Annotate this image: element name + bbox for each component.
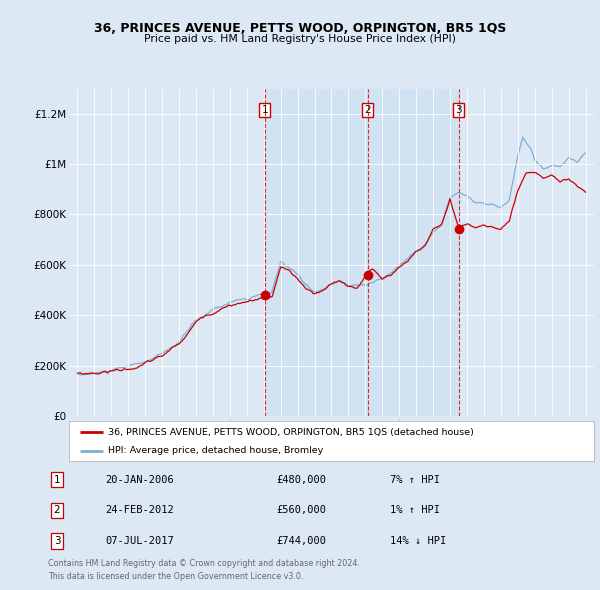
Text: 2: 2 bbox=[365, 105, 371, 115]
Text: £480,000: £480,000 bbox=[276, 475, 326, 484]
Text: 3: 3 bbox=[53, 536, 61, 546]
Text: £560,000: £560,000 bbox=[276, 506, 326, 515]
Text: 36, PRINCES AVENUE, PETTS WOOD, ORPINGTON, BR5 1QS (detached house): 36, PRINCES AVENUE, PETTS WOOD, ORPINGTO… bbox=[109, 428, 474, 437]
Text: 2: 2 bbox=[53, 506, 61, 515]
Text: 1: 1 bbox=[53, 475, 61, 484]
Text: Price paid vs. HM Land Registry's House Price Index (HPI): Price paid vs. HM Land Registry's House … bbox=[144, 34, 456, 44]
Text: 20-JAN-2006: 20-JAN-2006 bbox=[105, 475, 174, 484]
Text: HPI: Average price, detached house, Bromley: HPI: Average price, detached house, Brom… bbox=[109, 447, 323, 455]
Text: Contains HM Land Registry data © Crown copyright and database right 2024.: Contains HM Land Registry data © Crown c… bbox=[48, 559, 360, 568]
Text: 1% ↑ HPI: 1% ↑ HPI bbox=[390, 506, 440, 515]
Bar bbox=[265, 88, 459, 416]
Text: £744,000: £744,000 bbox=[276, 536, 326, 546]
Text: This data is licensed under the Open Government Licence v3.0.: This data is licensed under the Open Gov… bbox=[48, 572, 304, 581]
Text: 14% ↓ HPI: 14% ↓ HPI bbox=[390, 536, 446, 546]
Text: 07-JUL-2017: 07-JUL-2017 bbox=[105, 536, 174, 546]
Text: 7% ↑ HPI: 7% ↑ HPI bbox=[390, 475, 440, 484]
Text: 3: 3 bbox=[455, 105, 462, 115]
Text: 36, PRINCES AVENUE, PETTS WOOD, ORPINGTON, BR5 1QS: 36, PRINCES AVENUE, PETTS WOOD, ORPINGTO… bbox=[94, 22, 506, 35]
Text: 24-FEB-2012: 24-FEB-2012 bbox=[105, 506, 174, 515]
Text: 1: 1 bbox=[262, 105, 268, 115]
